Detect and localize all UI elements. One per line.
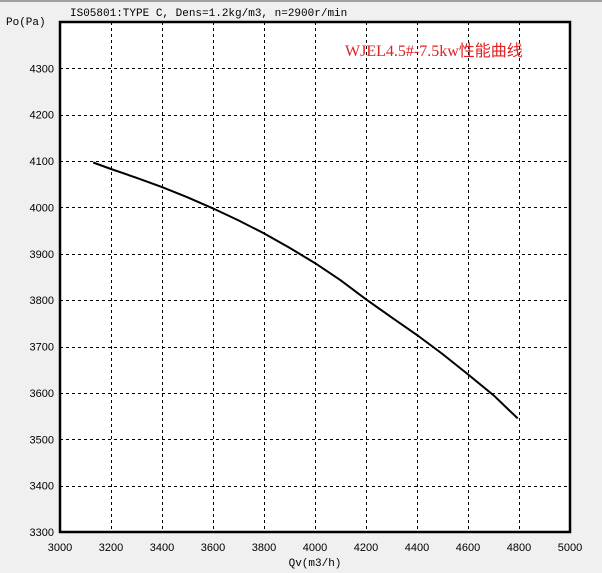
x-tick-label: 4600 bbox=[456, 542, 480, 554]
y-tick-label: 3500 bbox=[30, 434, 54, 446]
y-tick-label: 4300 bbox=[30, 63, 54, 75]
pressure-curve bbox=[92, 161, 519, 420]
y-tick-label: 3400 bbox=[30, 481, 54, 493]
x-tick-label: 3600 bbox=[201, 542, 225, 554]
y-axis-label: Po(Pa) bbox=[6, 17, 46, 29]
x-tick-label: 4200 bbox=[354, 542, 378, 554]
x-tick-label: 3800 bbox=[252, 542, 276, 554]
plot-frame bbox=[58, 20, 572, 534]
y-axis-ticks: 3300 3400 3500 3600 3700 3800 3900 4000 4100 4200… bbox=[30, 63, 54, 539]
y-tick-label: 4100 bbox=[30, 156, 54, 168]
y-tick-label: 4200 bbox=[30, 110, 54, 122]
x-axis-label: Qv(m3/h) bbox=[289, 558, 342, 570]
y-tick-label: 4000 bbox=[30, 202, 54, 214]
x-axis-ticks: 3000 3200 3400 3600 3800 4000 4200 4400 4600 4800… bbox=[48, 542, 582, 554]
x-tick-label: 4400 bbox=[405, 542, 429, 554]
window-top-border bbox=[0, 0, 602, 2]
y-tick-label: 3800 bbox=[30, 295, 54, 307]
x-tick-label: 5000 bbox=[558, 542, 582, 554]
x-tick-label: 4000 bbox=[303, 542, 327, 554]
y-tick-label: 3900 bbox=[30, 249, 54, 261]
chart-subtitle: IS05801:TYPE C, Dens=1.2kg/m3, n=2900r/m… bbox=[70, 8, 347, 20]
x-tick-label: 3400 bbox=[150, 542, 174, 554]
y-tick-label: 3700 bbox=[30, 342, 54, 354]
x-tick-label: 4800 bbox=[507, 542, 531, 554]
y-tick-label: 3300 bbox=[30, 527, 54, 539]
gridlines bbox=[60, 22, 570, 532]
y-tick-label: 3600 bbox=[30, 388, 54, 400]
x-tick-label: 3200 bbox=[99, 542, 123, 554]
chart-title: WJEL4.5#-7.5kw性能曲线 bbox=[345, 42, 523, 60]
x-tick-label: 3000 bbox=[48, 542, 72, 554]
